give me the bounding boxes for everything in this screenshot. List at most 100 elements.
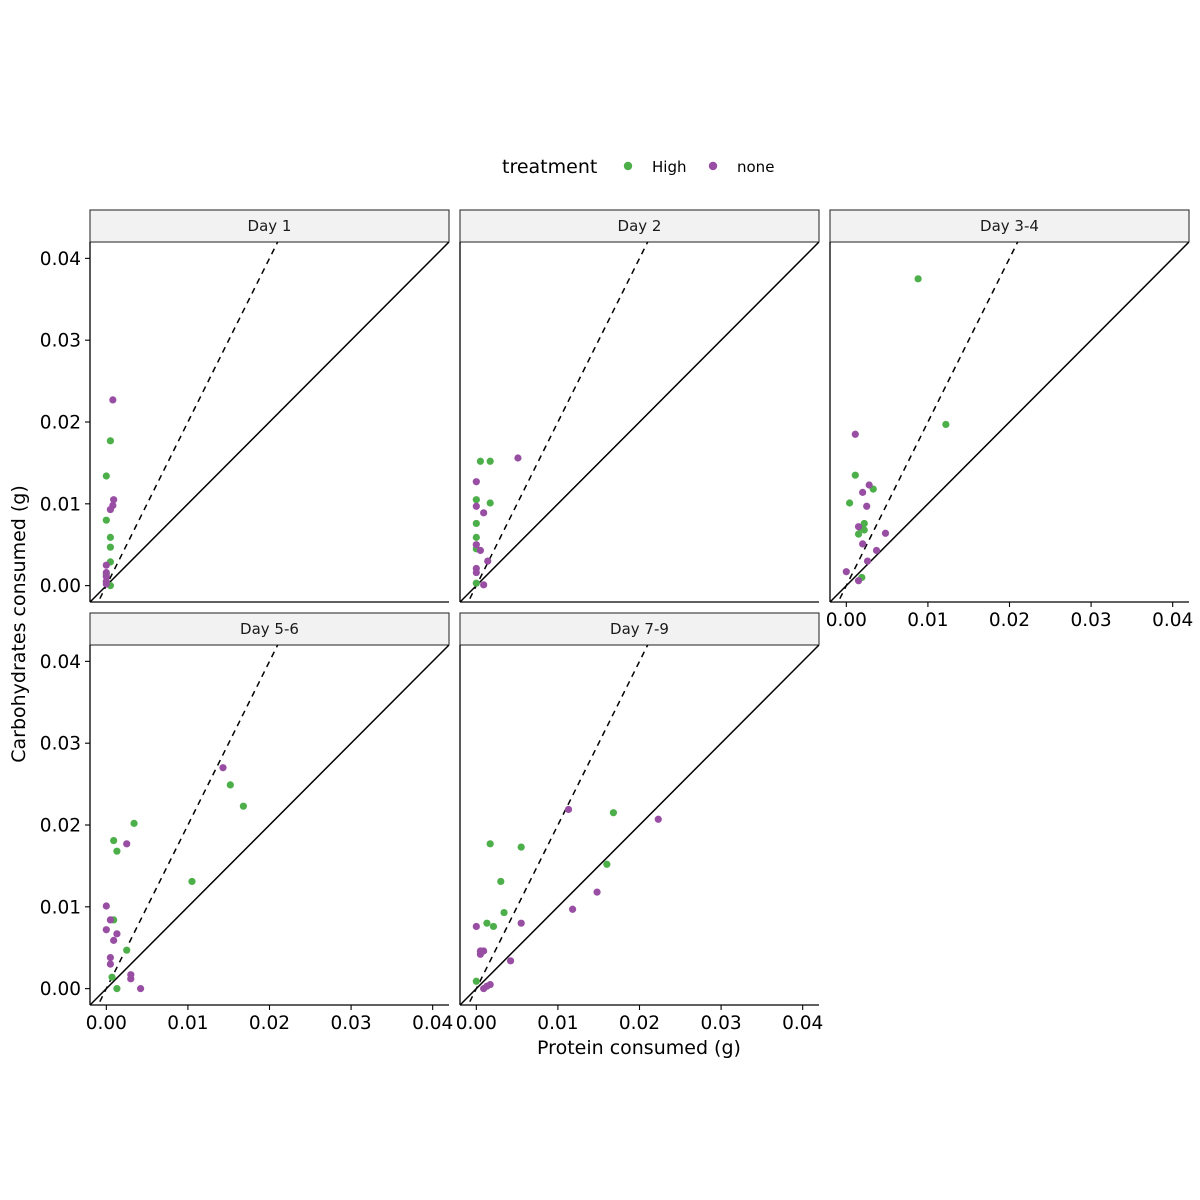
point-high — [102, 516, 110, 524]
x-tick-label: 0.03 — [330, 1013, 371, 1034]
point-high — [472, 519, 480, 528]
x-tick-label: 0.00 — [826, 610, 867, 631]
point-high — [609, 809, 617, 817]
point-high — [603, 860, 611, 868]
point-high — [110, 836, 118, 845]
point-high — [130, 819, 138, 827]
point-none — [472, 922, 480, 931]
point-none — [472, 502, 480, 510]
x-tick-label: 0.01 — [167, 1013, 208, 1034]
point-none — [110, 496, 118, 504]
point-high — [851, 471, 859, 479]
point-none — [102, 902, 110, 910]
facet-strip-label: Day 2 — [618, 217, 662, 235]
y-tick-label: 0.03 — [40, 734, 81, 755]
point-none — [851, 430, 859, 438]
point-none — [854, 523, 863, 531]
point-none — [872, 546, 881, 555]
x-tick-label: 0.00 — [86, 1013, 127, 1034]
reference-line-solid — [460, 242, 819, 602]
point-none — [854, 577, 863, 585]
y-tick-label: 0.00 — [40, 576, 81, 597]
x-tick-label: 0.01 — [537, 1013, 578, 1034]
point-high — [476, 457, 484, 465]
point-none — [113, 930, 121, 938]
point-none — [110, 936, 118, 944]
point-high — [500, 908, 508, 917]
point-none — [106, 960, 114, 968]
point-none — [484, 557, 492, 565]
point-high — [489, 922, 498, 931]
facet-strip-label: Day 3-4 — [980, 217, 1039, 235]
point-high — [845, 499, 854, 507]
point-none — [127, 975, 135, 983]
point-high — [497, 877, 505, 886]
point-none — [109, 396, 117, 404]
point-none — [863, 557, 872, 565]
point-none — [476, 546, 484, 555]
point-none — [102, 561, 110, 569]
point-none — [472, 541, 480, 549]
point-none — [863, 502, 871, 510]
y-tick-label: 0.04 — [40, 652, 81, 673]
facet-panel: Day 7-9 0.00 0.01 0.02 0.03 0.04 — [456, 612, 823, 1034]
y-tick-label: 0.00 — [40, 979, 81, 1000]
x-tick-label: 0.02 — [249, 1013, 290, 1034]
point-none — [506, 957, 515, 965]
facet-strip-label: Day 7-9 — [610, 620, 669, 638]
reference-line-dashed — [467, 645, 649, 1005]
legend-label-none: none — [737, 158, 774, 176]
facet-panel: Day 3-4 0.00 0.01 0.02 0.03 0.04 — [826, 209, 1193, 631]
legend: treatment High none — [502, 156, 774, 178]
point-none — [136, 985, 145, 993]
point-none — [102, 926, 110, 934]
x-tick-label: 0.01 — [907, 610, 948, 631]
point-high — [914, 275, 922, 283]
point-high — [486, 840, 494, 848]
facet-panel: Day 2 — [459, 209, 820, 603]
x-tick-label: 0.02 — [619, 1013, 660, 1034]
point-high — [239, 802, 247, 810]
point-high — [106, 533, 114, 541]
point-none — [472, 568, 480, 577]
point-high — [483, 919, 491, 927]
facet-panel: Day 1 0.00 0.01 0.02 0.03 0.04 — [40, 209, 450, 603]
reference-line-dashed — [467, 242, 649, 602]
point-none — [859, 540, 867, 548]
facet-strip — [459, 612, 820, 646]
legend-title: treatment — [502, 156, 597, 178]
reference-line-dashed — [837, 242, 1019, 602]
y-axis-title: Carbohydrates consumed (g) — [8, 485, 30, 763]
reference-line-dashed — [97, 242, 279, 602]
point-high — [106, 543, 114, 551]
y-tick-label: 0.04 — [40, 249, 81, 270]
point-none — [842, 568, 850, 576]
point-high — [102, 472, 110, 480]
point-high — [517, 843, 525, 851]
point-high — [108, 973, 116, 981]
legend-label-high: High — [652, 158, 686, 176]
point-high — [226, 781, 234, 789]
y-tick-label: 0.02 — [40, 413, 81, 434]
point-none — [564, 805, 573, 814]
point-none — [106, 505, 114, 514]
point-high — [106, 437, 114, 445]
point-none — [106, 916, 114, 924]
facet-strip-label: Day 1 — [248, 217, 292, 235]
point-high — [486, 499, 494, 507]
point-high — [942, 420, 950, 429]
x-tick-label: 0.04 — [412, 1013, 453, 1034]
point-high — [472, 977, 480, 985]
point-high — [113, 985, 121, 993]
facet-panel: Day 5-6 0.00 0.01 0.02 0.03 0.04 0.00 0.01 0.02 0… — [40, 612, 453, 1034]
point-high — [188, 877, 196, 886]
reference-line-solid — [90, 242, 449, 602]
point-high — [854, 530, 863, 538]
point-none — [881, 529, 890, 537]
x-tick-label: 0.04 — [1152, 610, 1193, 631]
point-none — [106, 953, 114, 962]
point-none — [517, 919, 525, 927]
point-none — [472, 478, 480, 486]
y-tick-label: 0.01 — [40, 897, 81, 918]
